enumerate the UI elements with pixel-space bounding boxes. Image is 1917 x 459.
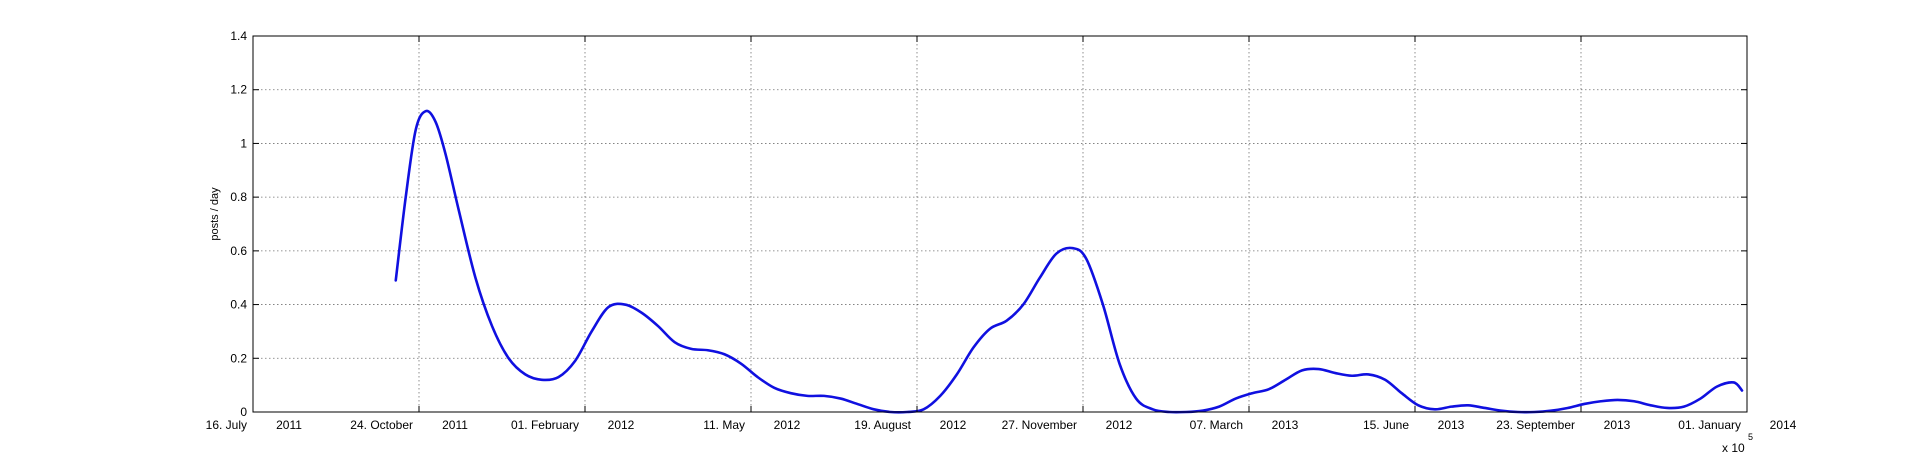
y-tick-label: 1.4 (230, 29, 247, 43)
y-tick-label: 0 (240, 405, 247, 419)
series-layer (394, 109, 1744, 414)
x-tick-label: 27. November (1002, 418, 1077, 432)
y-tick-label: 1 (240, 136, 247, 150)
x-tick-year: 2014 (1770, 418, 1797, 432)
x-tick-label: 16. July (206, 418, 247, 432)
y-tick-label: 0.8 (230, 190, 247, 204)
y-tick-label: 0.2 (230, 351, 247, 365)
plot-frame (252, 35, 1748, 413)
x-tick-label: 07. March (1190, 418, 1243, 432)
y-ticks: 0 0.2 0.4 0.6 0.8 1 1.2 1.4 (230, 29, 1747, 419)
x-tick-year: 2012 (940, 418, 967, 432)
series-line (394, 109, 1744, 414)
x-exponent-superscript: 5 (1748, 432, 1753, 442)
x-tick-year: 2013 (1604, 418, 1631, 432)
y-tick-label: 0.6 (230, 244, 247, 258)
x-ticks: 16. July 2011 24. October 2011 01. February 2… (206, 36, 1797, 432)
x-tick-year: 2011 (442, 418, 468, 432)
x-tick-label: 19. August (854, 418, 911, 432)
x-tick-year: 2012 (774, 418, 801, 432)
y-axis-label: posts / day (209, 187, 221, 241)
x-tick-label: 01. January (1678, 418, 1741, 432)
x-tick-year: 2012 (608, 418, 635, 432)
x-tick-year: 2011 (276, 418, 302, 432)
y-tick-label: 0.4 (230, 298, 247, 312)
x-tick-year: 2013 (1438, 418, 1465, 432)
x-tick-label: 23. September (1496, 418, 1575, 432)
grid-lines (253, 36, 1747, 412)
x-tick-year: 2012 (1106, 418, 1133, 432)
x-tick-year: 2013 (1272, 418, 1299, 432)
x-tick-label: 01. February (511, 418, 579, 432)
x-exponent-label: x 10 (1722, 441, 1745, 455)
x-tick-label: 11. May (703, 418, 745, 432)
y-tick-label: 1.2 (230, 83, 247, 97)
x-tick-label: 15. June (1363, 418, 1409, 432)
x-tick-label: 24. October (350, 418, 413, 432)
